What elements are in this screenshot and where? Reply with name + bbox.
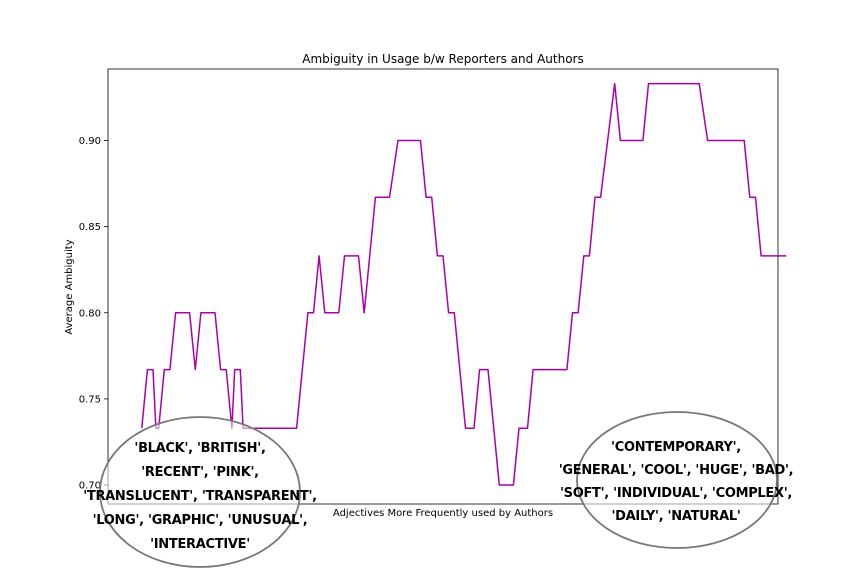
annotation-line: 'INTERACTIVE' xyxy=(150,537,250,552)
author-adjectives-right-ellipse xyxy=(576,411,778,549)
y-tick-label: 0.80 xyxy=(79,308,101,319)
annotation-line: 'LONG', 'GRAPHIC', 'UNUSUAL', xyxy=(93,513,308,528)
annotation-line: 'RECENT', 'PINK', xyxy=(141,465,259,480)
x-axis-label: Adjectives More Frequently used by Autho… xyxy=(333,508,553,519)
y-tick-label: 0.85 xyxy=(79,222,101,233)
annotation-line: 'TRANSLUCENT', 'TRANSPARENT', xyxy=(83,489,317,504)
annotation-line: 'BLACK', 'BRITISH', xyxy=(134,441,265,456)
annotation-line: 'SOFT', 'INDIVIDUAL', 'COMPLEX', xyxy=(560,486,792,501)
plot-frame xyxy=(107,68,779,505)
annotation-line: 'DAILY', 'NATURAL' xyxy=(611,509,740,524)
chart-title: Ambiguity in Usage b/w Reporters and Aut… xyxy=(302,52,583,66)
annotation-line: 'CONTEMPORARY', xyxy=(611,440,741,455)
y-axis-label: Average Ambiguity xyxy=(64,239,75,334)
right-annotation: 'CONTEMPORARY', 'GENERAL', 'COOL', 'HUGE'… xyxy=(559,440,794,524)
author-adjectives-left-ellipse xyxy=(99,416,301,568)
series-line xyxy=(141,82,787,486)
y-axis: 0.70 0.75 0.80 0.85 0.90 xyxy=(79,136,108,492)
annotation-line: 'GENERAL', 'COOL', 'HUGE', 'BAD', xyxy=(559,463,794,478)
y-tick-label: 0.75 xyxy=(79,394,101,405)
y-tick-label: 0.90 xyxy=(79,136,101,147)
left-annotation: 'BLACK', 'BRITISH', 'RECENT', 'PINK', 'TRA… xyxy=(83,441,317,552)
y-tick-label: 0.70 xyxy=(79,481,101,492)
